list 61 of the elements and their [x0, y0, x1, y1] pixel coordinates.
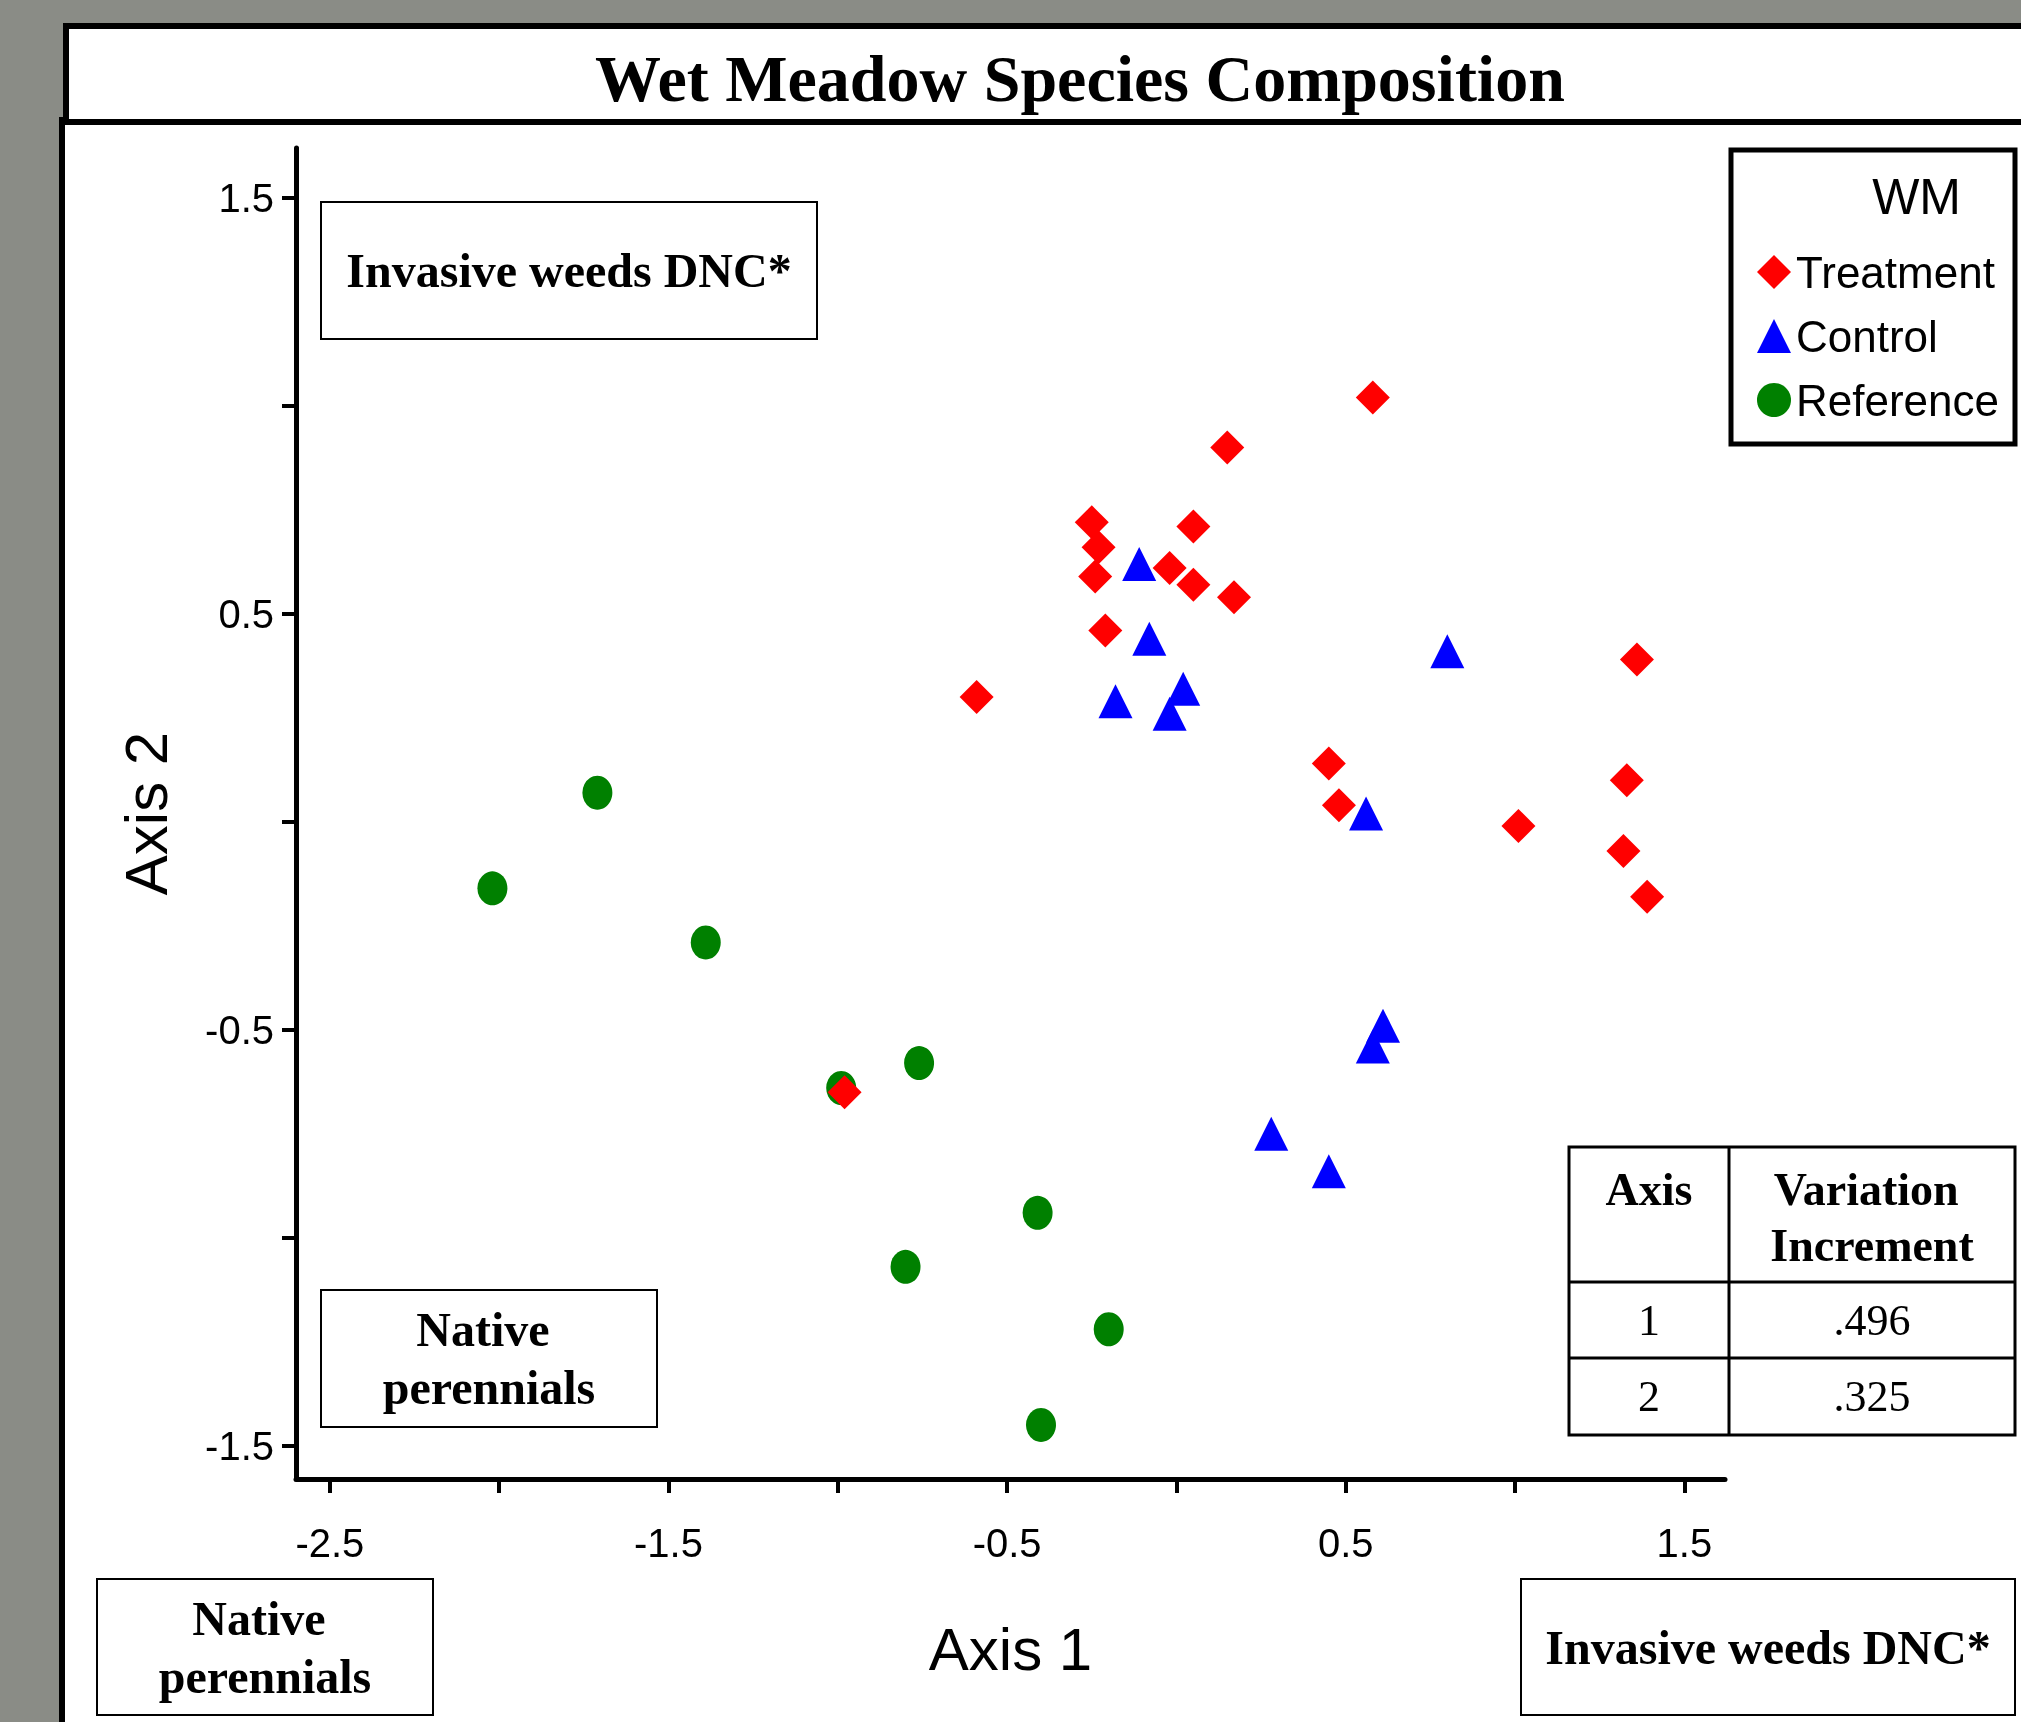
annotation: Native perennials	[382, 1303, 596, 1414]
text: Invasive weeds DNC*	[1545, 1620, 1991, 1674]
text: .496	[1833, 1295, 1911, 1345]
point	[904, 1046, 935, 1081]
point	[1176, 567, 1211, 602]
point	[1081, 530, 1116, 565]
point	[1216, 580, 1251, 615]
point	[1321, 788, 1356, 823]
x-tick-label: -1.5	[634, 1521, 703, 1565]
point	[1311, 746, 1346, 781]
chart-title: Wet Meadow Species Composition	[595, 41, 1565, 115]
point	[1349, 796, 1384, 831]
x-tick-label: -0.5	[972, 1521, 1042, 1565]
point	[1026, 1407, 1056, 1442]
x-tick-label: 1.5	[1656, 1521, 1713, 1565]
point	[1630, 879, 1665, 914]
annotation: 1	[1638, 1295, 1660, 1345]
point	[1619, 642, 1654, 677]
point	[1152, 696, 1187, 731]
point	[1132, 621, 1167, 656]
point	[1210, 430, 1245, 465]
x-tick-label: -2.5	[295, 1521, 365, 1565]
text: Variation Increment	[1770, 1163, 1975, 1271]
point	[1078, 559, 1113, 594]
legend-label: Treatment	[1795, 247, 1995, 297]
text: .325	[1833, 1372, 1911, 1421]
legend-label: Control	[1795, 311, 1938, 361]
point	[1098, 684, 1133, 719]
point	[1311, 1154, 1346, 1189]
y-tick-label: -1.5	[205, 1423, 274, 1468]
point	[582, 775, 613, 810]
point	[1176, 509, 1211, 544]
point	[1430, 634, 1465, 669]
x-tick-label: 0.5	[1317, 1521, 1374, 1565]
legend-label: Reference	[1795, 375, 2000, 425]
point	[690, 925, 721, 960]
point	[1093, 1312, 1124, 1347]
x-axis-title: Axis 1	[928, 1615, 1093, 1683]
point	[1122, 546, 1157, 581]
y-tick-label: 0.5	[218, 591, 274, 636]
point	[1088, 613, 1123, 648]
point	[1606, 833, 1641, 868]
point	[1074, 505, 1109, 540]
annotation: Invasive weeds DNC*	[346, 244, 792, 297]
legend-title: WM	[1872, 169, 1961, 225]
y-tick-label: -0.5	[205, 1007, 274, 1052]
annotation: 2	[1638, 1372, 1660, 1421]
text: Native perennials	[158, 1591, 372, 1703]
annotation: Axis	[1605, 1163, 1693, 1215]
point	[1254, 1116, 1289, 1151]
point	[890, 1249, 921, 1284]
point	[1022, 1195, 1053, 1230]
point	[477, 871, 508, 906]
point	[1355, 1029, 1390, 1064]
point	[1609, 763, 1644, 798]
point	[1152, 551, 1187, 586]
y-axis-title: Axis 2	[112, 731, 180, 896]
point	[1501, 808, 1536, 843]
y-tick-label: 1.5	[218, 175, 274, 220]
point	[1355, 380, 1390, 415]
point	[959, 680, 994, 715]
